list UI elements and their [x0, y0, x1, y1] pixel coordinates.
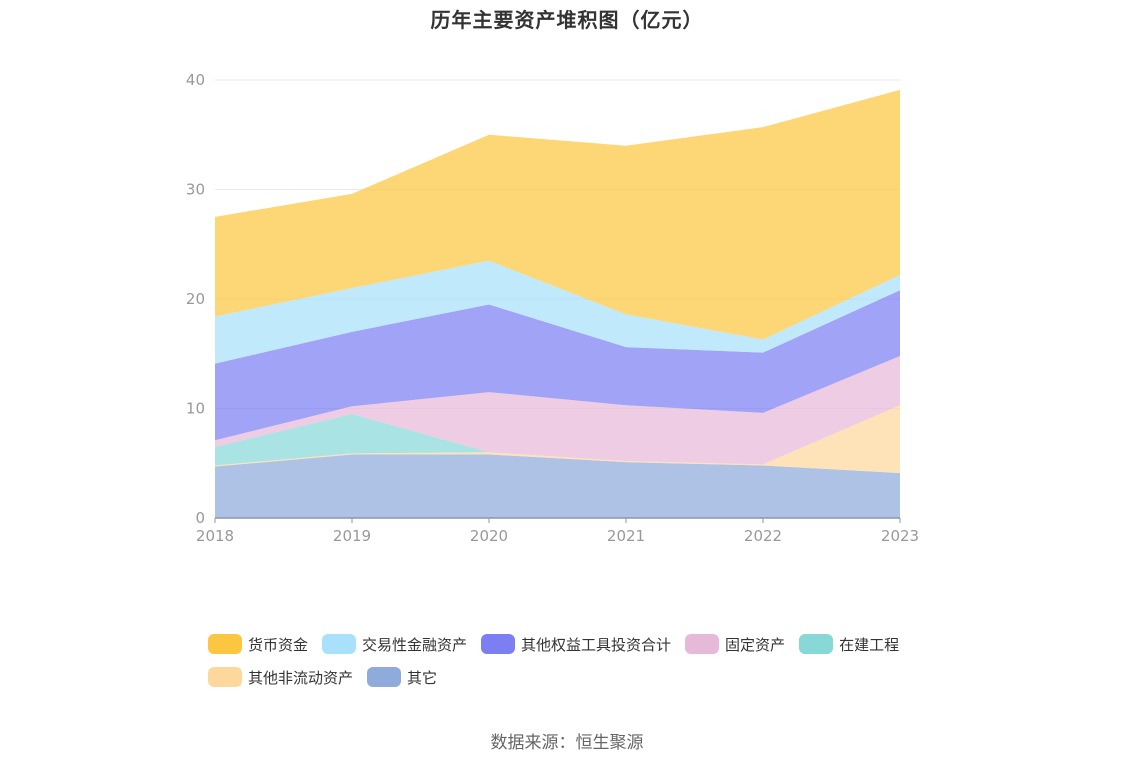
x-tick-label: 2023: [881, 527, 919, 545]
legend-item[interactable]: 固定资产: [685, 634, 785, 655]
axes: [214, 517, 901, 523]
x-tick-label: 2021: [607, 527, 645, 545]
y-tick-label: 20: [186, 290, 205, 308]
legend-label: 其他非流动资产: [248, 668, 354, 687]
legend: 货币资金 交易性金融资产 其他权益工具投资合计 固定资产 在建工程 其他非流动资产 其它: [208, 630, 968, 696]
x-tick-label: 2022: [744, 527, 782, 545]
legend-item[interactable]: 其他权益工具投资合计: [481, 634, 671, 655]
legend-row: 货币资金 交易性金融资产 其他权益工具投资合计 固定资产 在建工程: [208, 630, 968, 658]
area-series-其它: [215, 454, 900, 518]
x-tick-label: 2020: [470, 527, 508, 545]
area-series-交易性金融资产: [215, 260, 900, 364]
legend-item[interactable]: 货币资金: [208, 634, 308, 655]
legend-item[interactable]: 其他非流动资产: [208, 667, 353, 688]
legend-swatch: [685, 634, 720, 654]
area-series-其他权益工具投资合计: [215, 290, 900, 441]
x-tick-label: 2019: [333, 527, 371, 545]
data-source-note: 数据来源：恒生聚源: [490, 733, 644, 753]
legend-swatch: [322, 634, 357, 654]
legend-swatch: [481, 634, 516, 654]
legend-swatch: [799, 634, 834, 654]
legend-swatch: [367, 667, 402, 687]
area-series-货币资金: [215, 89, 900, 340]
legend-label: 其他权益工具投资合计: [521, 635, 672, 654]
legend-row: 其他非流动资产 其它: [208, 663, 968, 691]
tick-labels: 0 10 20 30 40 2018 2019 2020 2021 2022 2023: [186, 71, 919, 545]
legend-item[interactable]: 其它: [367, 667, 437, 688]
area-series-固定资产: [215, 355, 900, 465]
legend-swatch: [208, 667, 242, 687]
area-series: [215, 89, 900, 518]
legend-label: 其它: [407, 668, 438, 687]
legend-label: 在建工程: [839, 635, 900, 654]
legend-item[interactable]: 交易性金融资产: [322, 634, 467, 655]
x-tick-label: 2018: [196, 527, 234, 545]
y-tick-label: 10: [186, 400, 205, 418]
legend-label: 交易性金融资产: [362, 635, 468, 654]
chart-title: 历年主要资产堆积图（亿元）: [430, 8, 704, 32]
y-tick-label: 0: [195, 509, 205, 527]
y-tick-label: 30: [186, 181, 205, 199]
legend-label: 货币资金: [248, 635, 309, 654]
legend-item[interactable]: 在建工程: [799, 634, 899, 655]
legend-swatch: [208, 634, 242, 654]
y-tick-label: 40: [186, 71, 205, 89]
area-series-在建工程: [215, 405, 900, 466]
area-series-其他非流动资产: [215, 405, 900, 474]
legend-label: 固定资产: [725, 635, 786, 654]
